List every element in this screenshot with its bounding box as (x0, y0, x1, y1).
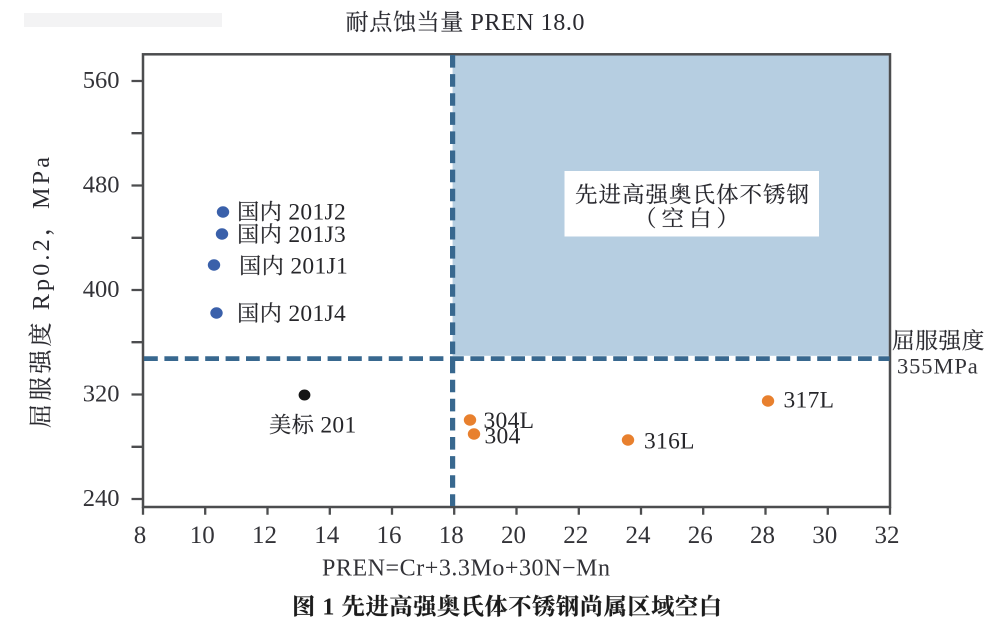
svg-text:8: 8 (134, 522, 147, 549)
svg-text:201: 201 (314, 413, 356, 439)
svg-text:201J2: 201J2 (282, 200, 346, 226)
svg-text:201J1: 201J1 (284, 254, 348, 280)
svg-text:201J4: 201J4 (282, 301, 346, 327)
svg-text:355MPa: 355MPa (897, 354, 979, 379)
svg-text:14: 14 (314, 522, 340, 549)
svg-text:1: 1 (316, 595, 342, 621)
svg-text:304: 304 (485, 424, 521, 450)
svg-text:26: 26 (688, 522, 713, 549)
svg-text:MPa: MPa (28, 154, 55, 209)
svg-text:10: 10 (190, 522, 215, 549)
svg-text:316L: 316L (644, 429, 695, 455)
svg-text:400: 400 (83, 276, 120, 303)
svg-text:304L: 304L (484, 408, 535, 434)
svg-text:201J3: 201J3 (282, 222, 346, 248)
svg-text:16: 16 (377, 522, 402, 549)
svg-text:Rp0.2: Rp0.2 (28, 236, 55, 319)
svg-text:240: 240 (83, 485, 120, 512)
svg-text:24: 24 (626, 522, 652, 549)
svg-text:317L: 317L (784, 388, 835, 414)
svg-text:12: 12 (252, 522, 277, 549)
svg-text:22: 22 (563, 522, 588, 549)
svg-text:18: 18 (439, 522, 464, 549)
svg-text:20: 20 (501, 522, 526, 549)
svg-text:30: 30 (812, 522, 837, 549)
svg-text:PREN=Cr+3.3Mo+30N−Mn: PREN=Cr+3.3Mo+30N−Mn (322, 556, 611, 582)
svg-text:560: 560 (83, 67, 120, 94)
svg-text:480: 480 (83, 172, 120, 199)
svg-text:28: 28 (750, 522, 775, 549)
svg-text:PREN 18.0: PREN 18.0 (464, 9, 585, 36)
svg-text:320: 320 (83, 381, 120, 408)
svg-text:32: 32 (875, 522, 900, 549)
